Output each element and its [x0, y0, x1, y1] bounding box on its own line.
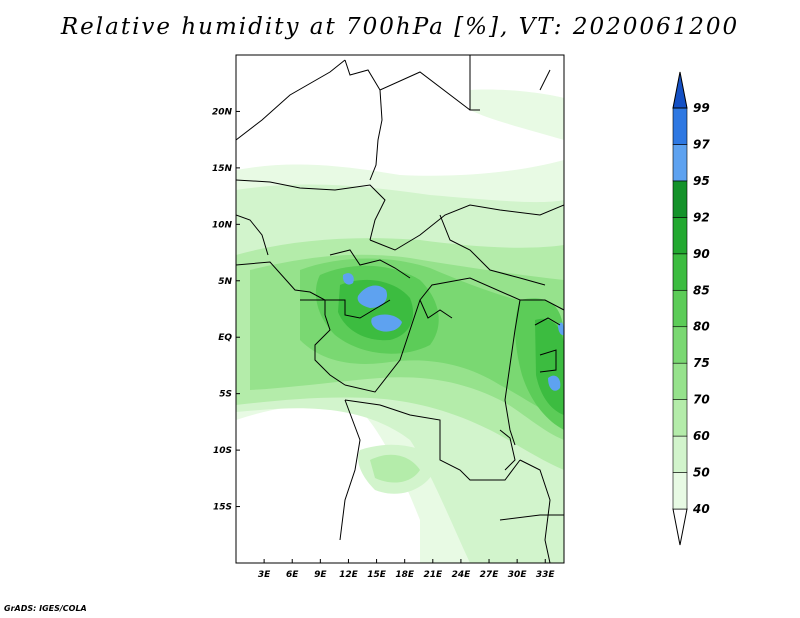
colorbar-box	[672, 217, 688, 255]
lat-tick-label: 5N	[218, 277, 232, 287]
lat-tick-label: 20N	[212, 107, 233, 117]
lon-tick-label: 33E	[536, 570, 556, 580]
lon-tick-label: 18E	[395, 570, 415, 580]
colorbar: 40 50 60 70 75 80 85 90 92 95 97 99	[672, 71, 710, 546]
humidity-region-85-east	[535, 318, 564, 415]
colorbar-box	[672, 362, 688, 400]
colorbar-box	[672, 435, 688, 473]
colorbar-box	[672, 399, 688, 437]
humidity-region-40-south-dry	[236, 404, 420, 563]
colorbar-box	[672, 253, 688, 291]
colorbar-level-label: 70	[693, 393, 710, 407]
lat-tick-label: 10N	[212, 220, 233, 230]
humidity-region-40-north	[470, 89, 564, 140]
latitude-axis: 20N 15N 10N 5N EQ 5S 10S 15S	[212, 107, 240, 513]
humidity-region-95-e	[558, 322, 564, 336]
lat-tick-label: 15S	[213, 503, 232, 513]
colorbar-box	[672, 180, 688, 218]
lon-tick-label: 15E	[367, 570, 387, 580]
country-borders	[236, 55, 564, 563]
lat-tick-label: 10S	[213, 446, 232, 456]
humidity-region-95-d	[548, 375, 561, 391]
colorbar-level-label: 99	[693, 101, 710, 115]
lon-tick-label: 21E	[423, 570, 443, 580]
colorbar-box	[672, 472, 688, 510]
humidity-field	[236, 55, 564, 563]
colorbar-box	[672, 144, 688, 182]
lon-tick-label: 24E	[452, 570, 472, 580]
chart-title: Relative humidity at 700hPa [%], VT: 202…	[60, 14, 740, 40]
humidity-region-95-a	[342, 273, 354, 285]
map-frame	[235, 54, 565, 564]
lat-tick-label: 5S	[219, 390, 232, 400]
colorbar-level-label: 40	[692, 502, 710, 516]
humidity-region-95-c	[371, 314, 402, 332]
colorbar-level-label: 50	[693, 466, 710, 480]
colorbar-level-label: 60	[693, 429, 710, 443]
colorbar-lower-cap	[672, 508, 688, 546]
colorbar-level-label: 95	[693, 174, 710, 188]
lon-tick-label: 27E	[480, 570, 500, 580]
lon-tick-label: 6E	[286, 570, 299, 580]
lon-tick-label: 9E	[314, 570, 327, 580]
colorbar-box	[672, 326, 688, 364]
credit-text: GrADS: IGES/COLA	[4, 604, 87, 613]
colorbar-level-label: 97	[693, 137, 710, 151]
longitude-axis: 3E 6E 9E 12E 15E 18E 21E 24E 27E 30E 33E	[258, 559, 556, 580]
lat-tick-label: EQ	[218, 333, 232, 343]
colorbar-upper-cap	[672, 71, 688, 109]
colorbar-level-label: 92	[693, 210, 710, 224]
colorbar-box	[672, 289, 688, 328]
humidity-region-95-b	[357, 285, 388, 308]
colorbar-box	[672, 107, 688, 145]
lon-tick-label: 3E	[258, 570, 271, 580]
lat-tick-label: 15N	[212, 164, 233, 174]
colorbar-level-label: 75	[693, 356, 710, 370]
colorbar-level-label: 80	[693, 320, 710, 334]
colorbar-level-label: 90	[693, 247, 710, 261]
colorbar-level-label: 85	[693, 283, 710, 297]
humidity-region-60-south	[370, 454, 420, 483]
lon-tick-label: 12E	[339, 570, 359, 580]
lon-tick-label: 30E	[508, 570, 528, 580]
